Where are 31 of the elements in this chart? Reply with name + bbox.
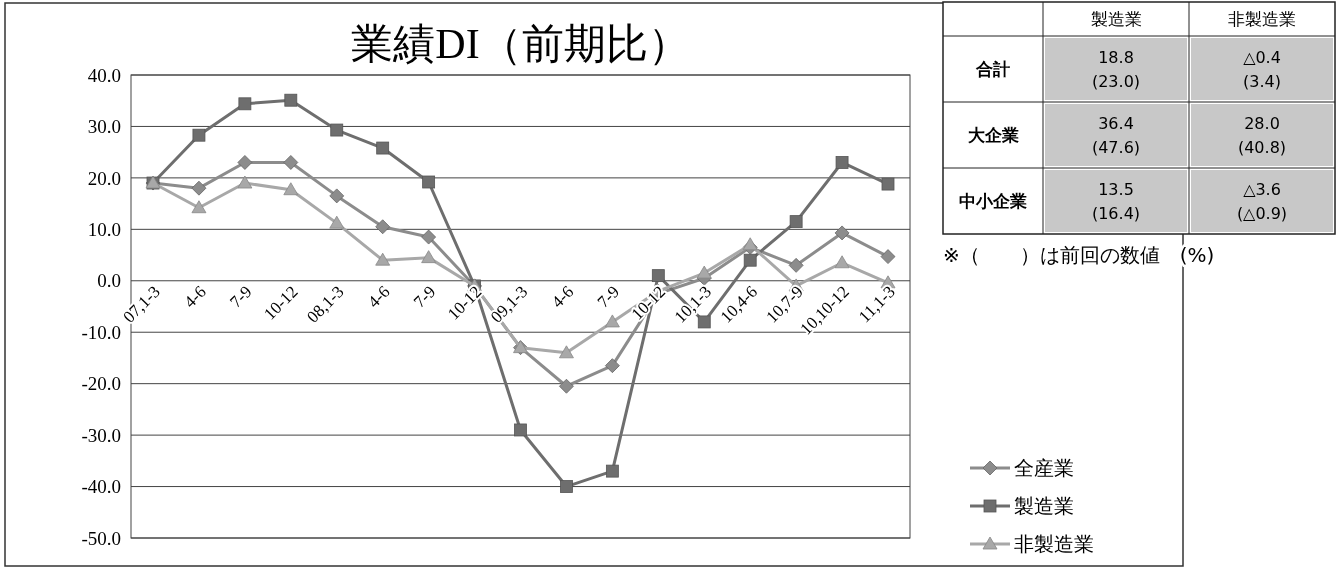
x-tick-label: 4-6 (364, 282, 394, 312)
x-tick-label: 7-9 (226, 282, 256, 312)
y-tick-label: 10.0 (87, 218, 121, 240)
text: 28.0 (40.8) (1237, 113, 1287, 157)
text: △3.6 (△0.9) (1236, 179, 1288, 223)
x-tick-label: 7-9 (409, 282, 440, 312)
y-tick-label: -20.0 (81, 373, 121, 395)
y-tick-label: -10.0 (81, 321, 121, 343)
category-label: 製造業 (1090, 8, 1142, 29)
legend-label: 製造業 (1014, 494, 1074, 518)
text: 36.4 (47.6) (1091, 113, 1141, 157)
x-tick-label: 7-9 (593, 282, 624, 312)
chart-title: 業績DI（前期比） (351, 21, 690, 67)
text: 13.5 (16.4) (1091, 179, 1141, 223)
x-tick-label: 4-6 (180, 282, 210, 312)
category-label: 中小企業 (959, 190, 1027, 211)
y-tick-label: 30.0 (87, 116, 121, 138)
x-tick-label: 4-6 (547, 282, 578, 312)
category-label: 大企業 (967, 124, 1019, 145)
text: △0.4 (3.4) (1243, 47, 1281, 91)
legend-label: 非製造業 (1014, 532, 1094, 556)
y-tick-label: -50.0 (81, 527, 121, 549)
y-tick-label: -40.0 (81, 476, 121, 498)
y-tick-label: -30.0 (81, 424, 121, 446)
text: 18.8 (23.0) (1091, 47, 1141, 91)
y-tick-label: 0.0 (97, 270, 121, 292)
legend-label: 全産業 (1014, 456, 1074, 480)
category-label: 合計 (976, 58, 1010, 79)
y-tick-label: 40.0 (87, 64, 121, 86)
category-label: 非製造業 (1228, 8, 1296, 29)
y-tick-label: 20.0 (87, 167, 121, 189)
